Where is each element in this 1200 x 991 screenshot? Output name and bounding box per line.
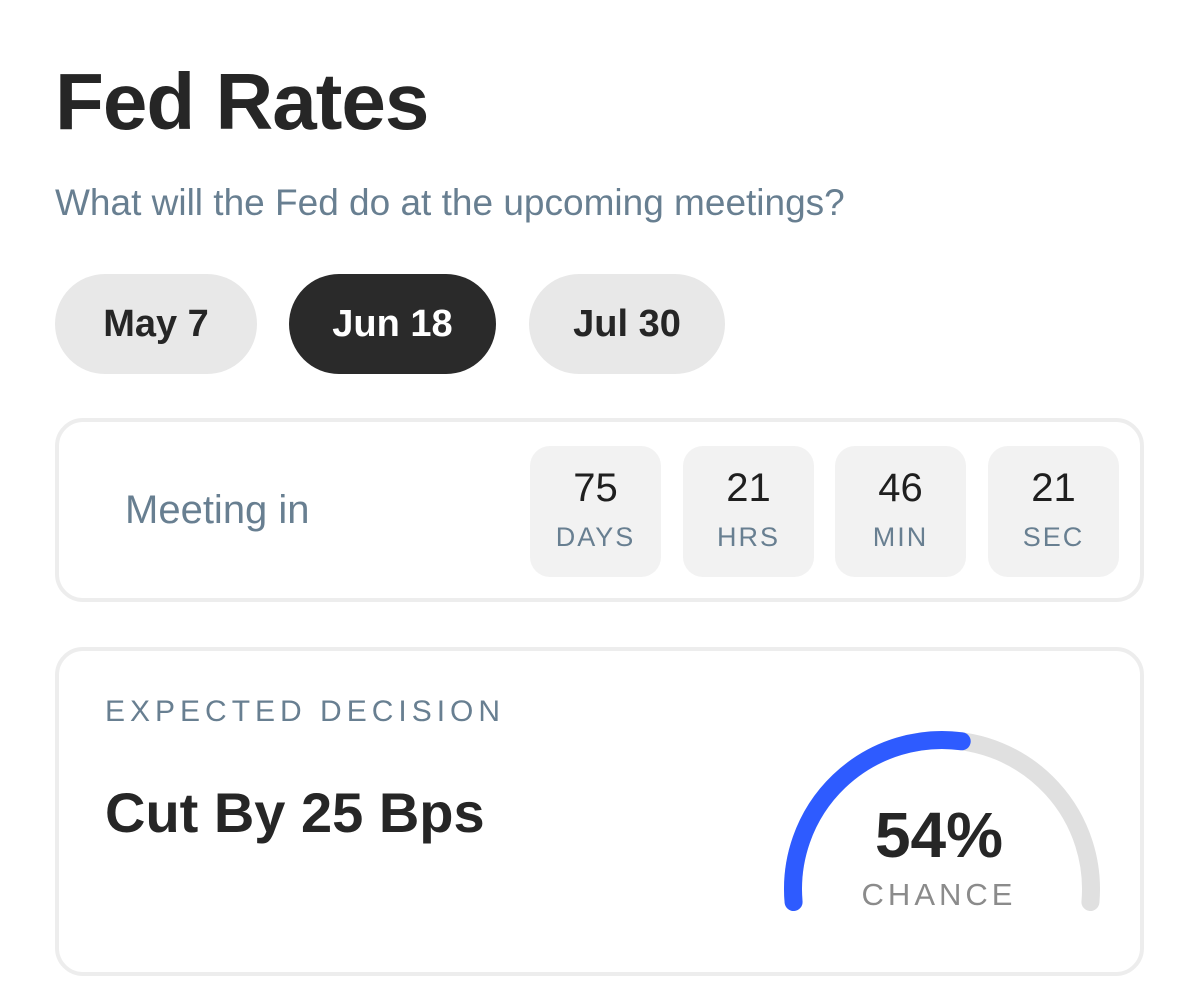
expected-decision-label: EXPECTED DECISION xyxy=(105,695,506,728)
meeting-in-label: Meeting in xyxy=(125,488,310,532)
countdown-hours-unit: HRS xyxy=(716,522,780,552)
chance-percent: 54% xyxy=(874,799,1004,871)
countdown-minutes-value: 46 xyxy=(878,466,923,510)
countdown-hours-value: 21 xyxy=(726,466,771,510)
page-subtitle: What will the Fed do at the upcoming mee… xyxy=(55,182,845,223)
countdown-hours: 21 HRS xyxy=(683,446,814,577)
decision-card: EXPECTED DECISION Cut By 25 Bps 54% CHAN… xyxy=(55,647,1144,976)
page-title: Fed Rates xyxy=(55,57,429,146)
countdown-card: Meeting in 75 DAYS 21 HRS 46 MIN 21 SEC xyxy=(55,418,1144,602)
countdown-days-value: 75 xyxy=(573,466,618,510)
tab-may-7[interactable]: May 7 xyxy=(55,274,257,374)
countdown-seconds: 21 SEC xyxy=(988,446,1119,577)
expected-decision-value: Cut By 25 Bps xyxy=(105,781,485,844)
countdown-minutes-unit: MIN xyxy=(872,522,929,552)
gauge-fill xyxy=(784,731,971,911)
countdown-days-unit: DAYS xyxy=(555,522,636,552)
countdown-minutes: 46 MIN xyxy=(835,446,966,577)
chance-caption: CHANCE xyxy=(861,877,1017,912)
countdown-days: 75 DAYS xyxy=(530,446,661,577)
countdown-seconds-value: 21 xyxy=(1031,466,1076,510)
countdown-seconds-unit: SEC xyxy=(1022,522,1085,552)
chance-gauge xyxy=(784,731,1100,911)
tab-jul-30[interactable]: Jul 30 xyxy=(529,274,725,374)
tab-jun-18[interactable]: Jun 18 xyxy=(289,274,496,374)
